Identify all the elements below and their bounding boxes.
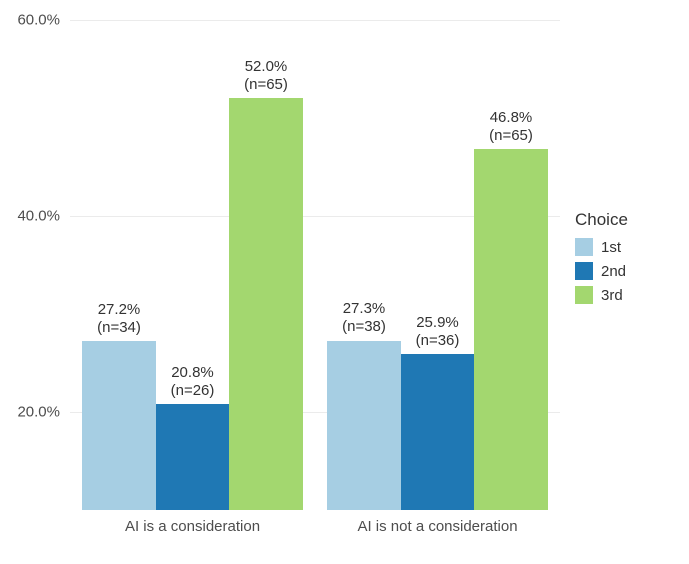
legend-swatch <box>575 262 593 280</box>
chart-container: 20.0% 40.0% 60.0% 27.2% (n=34) 20.8% (n=… <box>0 0 689 564</box>
bar-pct: 27.3% <box>343 300 386 317</box>
legend-swatch <box>575 286 593 304</box>
bar-pct: 20.8% <box>171 364 214 381</box>
legend-label: 3rd <box>601 287 623 304</box>
plot-area: 27.2% (n=34) 20.8% (n=26) 52.0% (n=65) 2… <box>70 20 560 510</box>
legend-item-3rd: 3rd <box>575 286 628 304</box>
bar-n: (n=36) <box>416 332 460 349</box>
ytick-label: 60.0% <box>0 12 60 29</box>
bar-1st <box>327 341 401 511</box>
x-category-label: AI is not a consideration <box>357 518 517 535</box>
legend-title: Choice <box>575 210 628 230</box>
bar-value-label: 46.8% (n=65) <box>461 109 561 147</box>
bar-value-label: 27.2% (n=34) <box>69 301 169 339</box>
legend-swatch <box>575 238 593 256</box>
bar-n: (n=38) <box>342 318 386 335</box>
bar-n: (n=65) <box>489 127 533 144</box>
bar-value-label: 20.8% (n=26) <box>143 364 243 402</box>
legend-label: 2nd <box>601 263 626 280</box>
bar-value-label: 25.9% (n=36) <box>388 314 488 352</box>
legend-item-1st: 1st <box>575 238 628 256</box>
gridline <box>70 20 560 21</box>
bar-n: (n=26) <box>171 382 215 399</box>
bar-value-label: 52.0% (n=65) <box>216 58 316 96</box>
x-category-label: AI is a consideration <box>125 518 260 535</box>
legend-item-2nd: 2nd <box>575 262 628 280</box>
bar-2nd <box>401 354 475 510</box>
bar-pct: 25.9% <box>416 314 459 331</box>
bar-pct: 52.0% <box>245 58 288 75</box>
bar-3rd <box>229 98 303 510</box>
ytick-label: 40.0% <box>0 208 60 225</box>
legend: Choice 1st 2nd 3rd <box>575 210 628 310</box>
ytick-label: 20.0% <box>0 404 60 421</box>
bar-2nd <box>156 404 230 510</box>
bar-n: (n=34) <box>97 319 141 336</box>
bar-pct: 46.8% <box>490 109 533 126</box>
legend-label: 1st <box>601 239 621 256</box>
bar-n: (n=65) <box>244 76 288 93</box>
bar-pct: 27.2% <box>98 301 141 318</box>
